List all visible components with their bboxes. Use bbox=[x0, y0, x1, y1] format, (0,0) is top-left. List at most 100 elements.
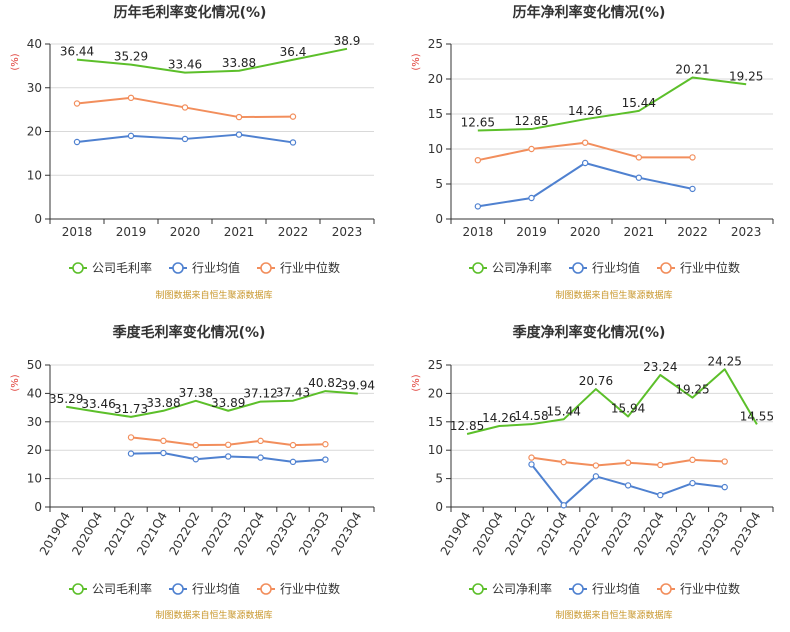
legend-label-avg: 行业均值 bbox=[592, 581, 640, 596]
x-tick-label: 2019 bbox=[116, 225, 147, 239]
y-tick-label: 10 bbox=[428, 142, 443, 156]
legend: 公司毛利率 行业均值 行业中位数 bbox=[69, 581, 340, 596]
legend-label-company: 公司毛利率 bbox=[92, 581, 152, 596]
data-label-company: 40.82 bbox=[308, 376, 342, 390]
data-label-company: 14.26 bbox=[482, 411, 516, 425]
data-point-avg bbox=[160, 449, 167, 457]
data-point-avg bbox=[721, 483, 728, 491]
y-tick-label: 20 bbox=[428, 386, 443, 400]
chart-panel-2: 历年净利率变化情况(%) (%) 0 5 10 15 20 25 2018 2019 2020 202… bbox=[411, 4, 774, 301]
series-line-company bbox=[466, 368, 758, 435]
chart-panel-4: 季度净利率变化情况(%)(%)05101520252019Q42020Q4202… bbox=[411, 324, 774, 621]
y-tick-label: 40 bbox=[27, 37, 42, 51]
legend-swatch-marker bbox=[472, 583, 484, 595]
data-point-avg bbox=[127, 450, 135, 457]
data-point-avg bbox=[689, 479, 696, 487]
x-tick-label: 2019Q4 bbox=[438, 509, 474, 557]
data-point-avg bbox=[289, 458, 297, 466]
series-avg bbox=[127, 449, 329, 466]
data-point-median bbox=[657, 461, 664, 469]
y-tick-label: 20 bbox=[27, 125, 42, 139]
legend: 公司净利率 行业均值 行业中位数 bbox=[469, 581, 740, 596]
data-point-avg bbox=[592, 473, 600, 480]
x-tick-label: 2023Q4 bbox=[728, 510, 764, 558]
x-tick-label: 2022Q2 bbox=[567, 510, 603, 558]
data-label-company: 33.88 bbox=[222, 56, 256, 70]
y-unit-label: (%) bbox=[10, 374, 21, 391]
data-label-company: 14.55 bbox=[740, 409, 774, 423]
data-point-avg bbox=[635, 174, 643, 181]
series-avg bbox=[474, 159, 696, 210]
legend-swatch-marker bbox=[72, 583, 84, 595]
x-tick-label: 2022 bbox=[677, 225, 708, 239]
x-tick-label: 2022Q4 bbox=[231, 510, 267, 558]
x-tick-label: 2023Q3 bbox=[296, 510, 332, 558]
series-median bbox=[73, 94, 297, 121]
series-line-company bbox=[66, 390, 358, 418]
source-note: 制图数据来自恒生聚源数据库 bbox=[555, 289, 672, 301]
y-tick-label: 5 bbox=[435, 472, 443, 486]
data-label-company: 15.44 bbox=[547, 404, 581, 418]
y-unit-label: (%) bbox=[10, 53, 21, 70]
legend-label-avg: 行业均值 bbox=[192, 260, 240, 275]
x-tick-label: 2019Q4 bbox=[37, 510, 73, 558]
x-tick-label: 2020Q4 bbox=[69, 510, 105, 558]
y-tick-label: 30 bbox=[27, 81, 42, 95]
data-point-median bbox=[624, 459, 632, 466]
data-point-median bbox=[257, 437, 264, 445]
data-point-median bbox=[181, 104, 189, 111]
data-label-company: 31.73 bbox=[114, 402, 148, 416]
data-label-company: 33.89 bbox=[211, 396, 245, 410]
x-tick-label: 2023Q2 bbox=[663, 510, 699, 558]
x-tick-label: 2021Q2 bbox=[502, 510, 538, 558]
x-tick-label: 2022Q4 bbox=[631, 510, 667, 558]
y-tick-label: 25 bbox=[428, 358, 443, 372]
data-point-median bbox=[192, 441, 199, 449]
data-point-median bbox=[689, 456, 696, 464]
x-tick-label: 2023 bbox=[332, 225, 363, 239]
series-company: 35.2933.4631.7333.8837.3833.8937.1237.43… bbox=[49, 376, 375, 418]
data-point-median bbox=[127, 94, 135, 102]
data-point-avg bbox=[322, 456, 329, 463]
data-label-company: 19.25 bbox=[729, 69, 763, 83]
data-label-company: 12.85 bbox=[450, 419, 484, 433]
data-point-avg bbox=[224, 453, 232, 460]
chart-title: 季度净利率变化情况(%) bbox=[512, 324, 666, 341]
y-tick-label: 10 bbox=[27, 472, 42, 486]
data-point-median bbox=[322, 441, 329, 448]
legend-label-avg: 行业均值 bbox=[192, 581, 240, 596]
x-tick-label: 2023Q4 bbox=[328, 510, 364, 558]
x-tick-label: 2021Q4 bbox=[134, 510, 170, 558]
legend-label-median: 行业中位数 bbox=[680, 260, 740, 275]
legend-swatch-marker bbox=[260, 262, 272, 274]
data-point-median bbox=[73, 100, 81, 107]
data-point-median bbox=[581, 139, 589, 146]
legend-swatch-marker bbox=[572, 583, 584, 595]
data-point-avg bbox=[689, 185, 696, 193]
data-point-avg bbox=[528, 461, 535, 468]
legend-label-company: 公司净利率 bbox=[492, 581, 552, 596]
y-tick-label: 20 bbox=[428, 72, 443, 86]
data-point-avg bbox=[624, 482, 632, 489]
data-point-median bbox=[235, 113, 243, 121]
x-tick-label: 2021 bbox=[624, 225, 655, 239]
x-tick-label: 2022Q3 bbox=[599, 510, 635, 558]
series-company: 36.44 35.29 33.46 33.88 36.4 38.9 bbox=[60, 34, 360, 74]
data-point-median bbox=[528, 454, 535, 461]
x-tick-label: 2022Q2 bbox=[166, 510, 202, 558]
data-label-company: 33.88 bbox=[146, 396, 180, 410]
legend-swatch-marker bbox=[660, 583, 672, 595]
y-tick-label: 0 bbox=[435, 212, 443, 226]
y-unit-label: (%) bbox=[411, 53, 422, 70]
data-point-median bbox=[635, 154, 643, 161]
data-label-company: 14.26 bbox=[568, 104, 602, 118]
data-label-company: 36.44 bbox=[60, 45, 94, 59]
data-point-avg bbox=[581, 159, 589, 167]
data-point-avg bbox=[289, 139, 297, 146]
data-point-avg bbox=[257, 454, 264, 461]
data-label-company: 24.25 bbox=[708, 354, 742, 368]
y-tick-label: 0 bbox=[34, 500, 42, 514]
chart-panel-1: 历年毛利率变化情况(%) (%) 0 10 20 30 40 2018 2019 2020 2021… bbox=[10, 4, 375, 301]
